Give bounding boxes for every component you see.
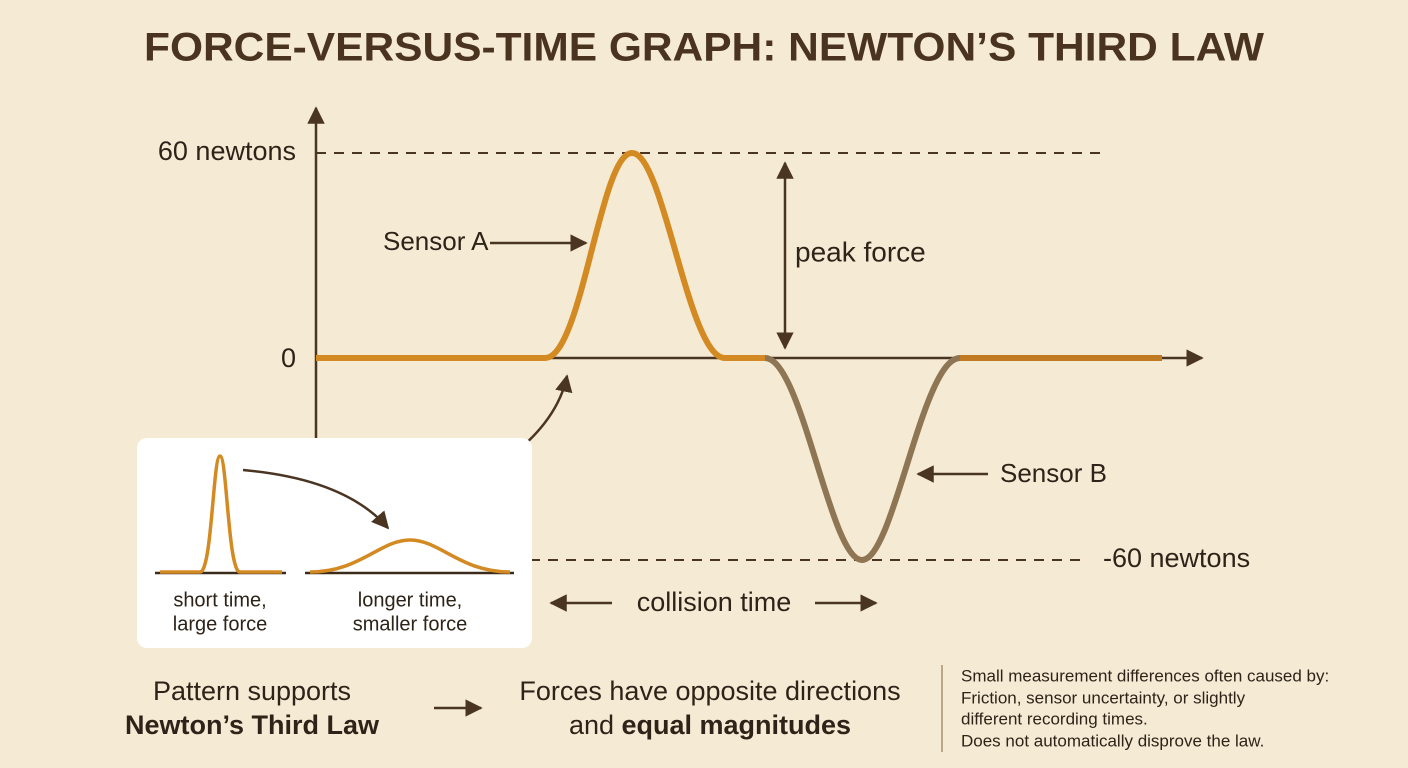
note-line: Friction, sensor uncertainty, or slightl… [961, 688, 1246, 707]
result-text: and [569, 710, 622, 740]
sensor-a-curve [316, 149, 765, 361]
title: FORCE-VERSUS-TIME GRAPH: NEWTON’S THIRD … [144, 26, 1264, 70]
inset-caption: longer time, [358, 589, 463, 611]
inset-short-pulse [160, 454, 282, 574]
sensor-b-curve [764, 355, 961, 564]
result-line: and equal magnitudes [569, 710, 851, 740]
inset-caption: large force [173, 613, 268, 635]
peak-force-label: peak force [795, 236, 926, 267]
inset-caption: smaller force [353, 613, 467, 635]
y-label-top: 60 newtons [158, 136, 296, 166]
result-text: Forces have opposite directions [519, 676, 900, 706]
inset-long-pulse [309, 538, 511, 574]
y-label-bottom: -60 newtons [1103, 543, 1250, 573]
pattern-text: Pattern supports [153, 676, 351, 706]
note-line: Does not automatically disprove the law. [961, 731, 1264, 750]
inset-caption: short time, [173, 589, 266, 611]
y-label-zero: 0 [281, 343, 296, 373]
sensor-a-label: Sensor A [383, 226, 489, 256]
pattern-bold: Newton’s Third Law [125, 710, 380, 740]
collision-time-label: collision time [637, 587, 792, 617]
sensor-b-label: Sensor B [1000, 458, 1107, 488]
note-line: Small measurement differences often caus… [961, 666, 1329, 685]
note-line: different recording times. [961, 709, 1148, 728]
result-bold: equal magnitudes [622, 710, 852, 740]
inset-arrow [242, 468, 390, 530]
inset-panel [137, 438, 532, 648]
